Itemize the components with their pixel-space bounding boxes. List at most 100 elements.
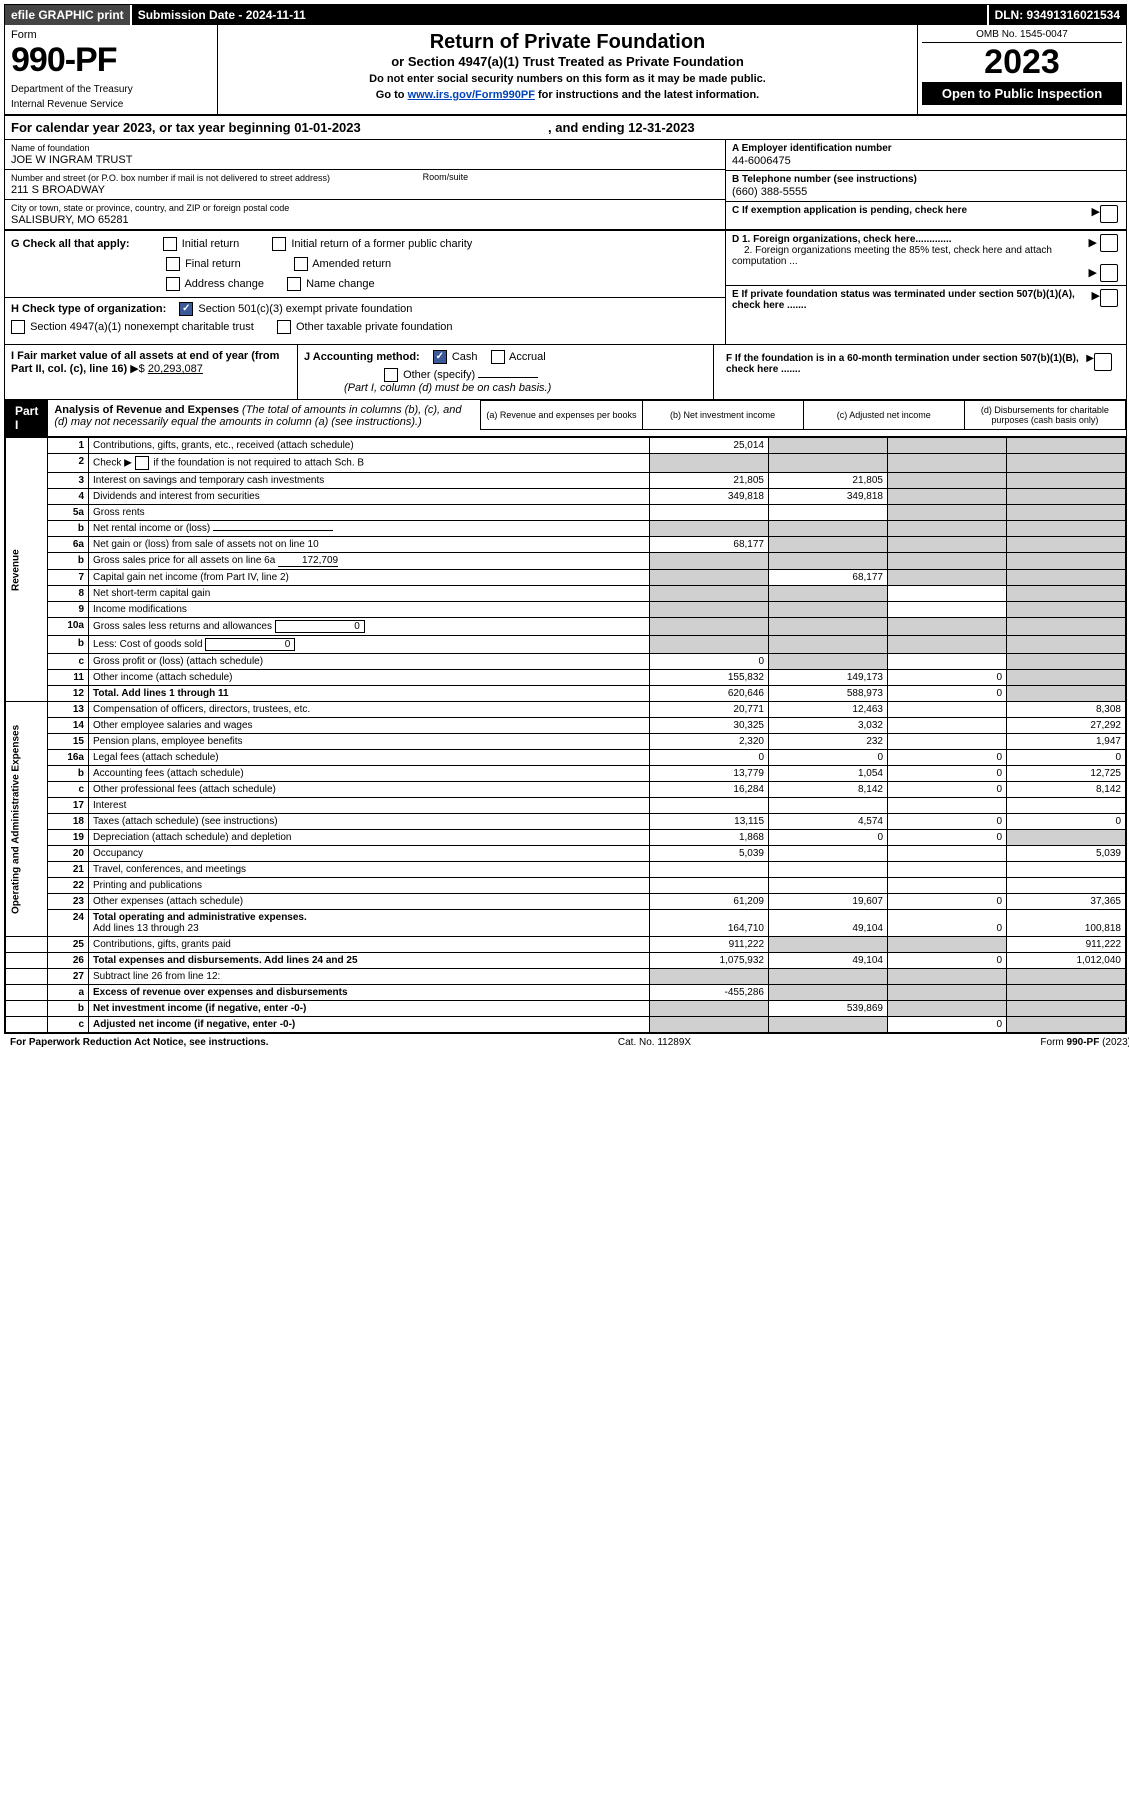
- footer-right: Form 990-PF (2023): [1040, 1037, 1129, 1048]
- arrow-icon: [1092, 205, 1100, 218]
- h-4947-checkbox[interactable]: [11, 320, 25, 334]
- entity-left: Name of foundation JOE W INGRAM TRUST Nu…: [5, 140, 725, 229]
- table-row: 5a Gross rents: [6, 505, 1126, 521]
- h-other-checkbox[interactable]: [277, 320, 291, 334]
- section-d-e: D 1. Foreign organizations, check here..…: [725, 231, 1126, 344]
- f-checkbox[interactable]: [1094, 353, 1112, 371]
- fmv-value: 20,293,087: [148, 363, 203, 375]
- h-501c3-checkbox[interactable]: [179, 302, 193, 316]
- line-desc: Contributions, gifts, grants, etc., rece…: [89, 438, 650, 454]
- gross-sales-6a: 172,709: [278, 555, 338, 567]
- part1-column-headers: (a) Revenue and expenses per books (b) N…: [480, 400, 1126, 430]
- h-opt1: Section 501(c)(3) exempt private foundat…: [198, 303, 412, 315]
- street-address: 211 S BROADWAY: [11, 183, 719, 196]
- g-address: Address change: [184, 278, 264, 290]
- i-arrow: ▶$: [130, 363, 145, 375]
- table-row: 10a Gross sales less returns and allowan…: [6, 618, 1126, 636]
- form-url-link[interactable]: www.irs.gov/Form990PF: [408, 89, 535, 101]
- j-other-checkbox[interactable]: [384, 368, 398, 382]
- d2-checkbox[interactable]: [1100, 264, 1118, 282]
- g-final: Final return: [185, 258, 241, 270]
- j-label: J Accounting method:: [304, 351, 420, 363]
- form-990pf: efile GRAPHIC print Submission Date - 20…: [4, 4, 1127, 1034]
- d1-checkbox[interactable]: [1100, 234, 1118, 252]
- g-final-checkbox[interactable]: [166, 257, 180, 271]
- d1-label: D 1. Foreign organizations, check here..…: [732, 234, 952, 245]
- table-row: 25Contributions, gifts, grants paid 911,…: [6, 937, 1126, 953]
- table-row: b Gross sales price for all assets on li…: [6, 553, 1126, 570]
- g-initial-former-checkbox[interactable]: [272, 237, 286, 251]
- foundation-name: JOE W INGRAM TRUST: [11, 153, 719, 166]
- table-row: 14Other employee salaries and wages 30,3…: [6, 718, 1126, 734]
- table-row: b Net rental income or (loss): [6, 521, 1126, 537]
- form-number: 990-PF: [11, 41, 211, 80]
- d2-label: 2. Foreign organizations meeting the 85%…: [732, 245, 1052, 267]
- sch-b-checkbox[interactable]: [135, 456, 149, 470]
- g-amended: Amended return: [312, 258, 391, 270]
- j-cash-checkbox[interactable]: [433, 350, 447, 364]
- rental-income-line: [213, 530, 333, 531]
- table-row: b Less: Cost of goods sold 0: [6, 636, 1126, 654]
- part1-title: Analysis of Revenue and Expenses: [54, 404, 239, 416]
- table-row: Revenue 1 Contributions, gifts, grants, …: [6, 438, 1126, 454]
- arrow-icon: [1092, 289, 1100, 302]
- section-f: F If the foundation is in a 60-month ter…: [713, 345, 1126, 399]
- table-row: 16aLegal fees (attach schedule) 0000: [6, 750, 1126, 766]
- goto-note: Go to www.irs.gov/Form990PF for instruct…: [224, 89, 911, 101]
- val-b: [769, 438, 888, 454]
- table-row: 17Interest: [6, 798, 1126, 814]
- goto-prefix: Go to: [376, 89, 408, 101]
- city-cell: City or town, state or province, country…: [5, 200, 725, 229]
- j-accrual-checkbox[interactable]: [491, 350, 505, 364]
- e-label: E If private foundation status was termi…: [732, 289, 1092, 311]
- table-row: 8 Net short-term capital gain: [6, 586, 1126, 602]
- cal-text-b: , and ending: [548, 120, 628, 135]
- ein-value: 44-6006475: [732, 154, 1120, 167]
- footer-left: For Paperwork Reduction Act Notice, see …: [10, 1037, 269, 1048]
- city-state-zip: SALISBURY, MO 65281: [11, 213, 719, 226]
- table-row: 4 Dividends and interest from securities…: [6, 489, 1126, 505]
- g-name: Name change: [306, 278, 375, 290]
- revenue-side-label: Revenue: [6, 438, 48, 702]
- f-label: F If the foundation is in a 60-month ter…: [726, 353, 1086, 375]
- name-cell: Name of foundation JOE W INGRAM TRUST: [5, 140, 725, 170]
- arrow-icon: [1088, 237, 1096, 249]
- dln: DLN: 93491316021534: [989, 5, 1126, 25]
- part1-title-cell: Analysis of Revenue and Expenses (The to…: [48, 400, 480, 432]
- c-exemption-checkbox[interactable]: [1100, 205, 1118, 223]
- g-address-checkbox[interactable]: [166, 277, 180, 291]
- table-row: Operating and Administrative Expenses 13…: [6, 702, 1126, 718]
- table-row: 12 Total. Add lines 1 through 11 620,646…: [6, 686, 1126, 702]
- table-row: 24 Total operating and administrative ex…: [6, 910, 1126, 937]
- phone-value: (660) 388-5555: [732, 185, 1120, 198]
- ein-label: A Employer identification number: [732, 143, 1120, 154]
- phone-label: B Telephone number (see instructions): [732, 174, 1120, 185]
- g-initial-checkbox[interactable]: [163, 237, 177, 251]
- table-row: 21Travel, conferences, and meetings: [6, 862, 1126, 878]
- e-checkbox[interactable]: [1100, 289, 1118, 307]
- arrow-icon: [1088, 267, 1096, 279]
- form-header: Form 990-PF Department of the Treasury I…: [5, 25, 1126, 116]
- phone-cell: B Telephone number (see instructions) (6…: [726, 171, 1126, 202]
- col-a-header: (a) Revenue and expenses per books: [481, 401, 642, 430]
- table-row: aExcess of revenue over expenses and dis…: [6, 985, 1126, 1001]
- d1-row: D 1. Foreign organizations, check here..…: [726, 231, 1126, 286]
- g-amended-checkbox[interactable]: [294, 257, 308, 271]
- addr-label: Number and street (or P.O. box number if…: [11, 173, 719, 183]
- table-row: cOther professional fees (attach schedul…: [6, 782, 1126, 798]
- j-accrual: Accrual: [509, 351, 546, 363]
- header-left: Form 990-PF Department of the Treasury I…: [5, 25, 218, 114]
- ssn-note: Do not enter social security numbers on …: [224, 73, 911, 85]
- gross-sales-10a: 0: [275, 620, 365, 633]
- table-row: 2 Check ▶ if the foundation is not requi…: [6, 454, 1126, 473]
- table-row: 11 Other income (attach schedule) 155,83…: [6, 670, 1126, 686]
- table-row: 19Depreciation (attach schedule) and dep…: [6, 830, 1126, 846]
- table-row: 15Pension plans, employee benefits 2,320…: [6, 734, 1126, 750]
- c-exemption-row: C If exemption application is pending, c…: [726, 202, 1126, 226]
- ein-cell: A Employer identification number 44-6006…: [726, 140, 1126, 171]
- section-i-j-f: I Fair market value of all assets at end…: [5, 345, 1126, 400]
- top-bar: efile GRAPHIC print Submission Date - 20…: [5, 5, 1126, 25]
- g-name-checkbox[interactable]: [287, 277, 301, 291]
- tax-year: 2023: [922, 43, 1122, 82]
- h-label: H Check type of organization:: [11, 303, 166, 315]
